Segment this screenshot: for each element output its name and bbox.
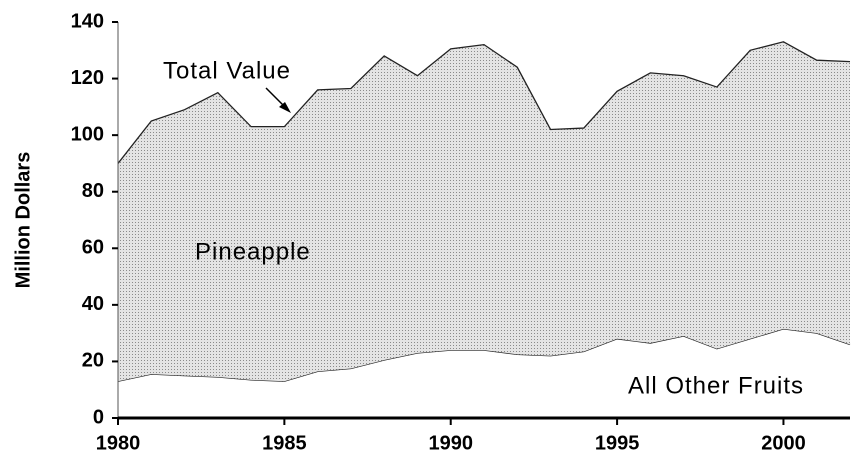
area xyxy=(118,41,850,382)
y-tick-label: 0 xyxy=(93,406,104,428)
x-tick-label: 1980 xyxy=(96,432,141,454)
y-tick-label: 120 xyxy=(71,67,104,89)
x-tick-label: 1990 xyxy=(428,432,473,454)
x-tick-label: 1985 xyxy=(262,432,307,454)
y-tick-label: 80 xyxy=(82,180,104,202)
area-line xyxy=(117,41,851,164)
y-tick-label: 20 xyxy=(82,350,104,372)
y-tick-label: 40 xyxy=(82,293,104,315)
series-label: All Other Fruits xyxy=(628,372,804,399)
y-tick-label: 60 xyxy=(82,237,104,259)
x-tick-label: 2000 xyxy=(761,432,806,454)
y-axis-label: Million Dollars xyxy=(12,152,34,289)
y-tick-label: 100 xyxy=(71,123,104,145)
area xyxy=(118,328,850,418)
y-tick-label: 140 xyxy=(71,10,104,32)
plot-area xyxy=(117,41,851,418)
series-label: Pineapple xyxy=(195,238,311,265)
arrow-head xyxy=(279,102,291,113)
x-tick-label: 1995 xyxy=(595,432,640,454)
annotation: Total Value xyxy=(163,57,291,84)
